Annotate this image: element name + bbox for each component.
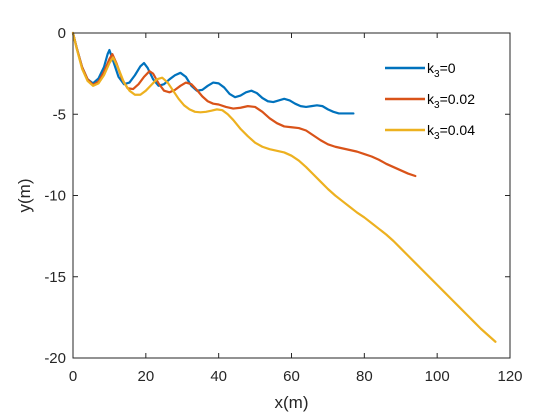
y-tick-label: 0	[58, 25, 66, 42]
x-tick-label: 100	[425, 368, 450, 385]
series-line-1	[71, 31, 355, 115]
legend-label-3: k3=0.04	[427, 122, 475, 142]
legend-label-1: k3=0	[427, 60, 456, 80]
legend: k3=0 k3=0.02 k3=0.04	[385, 60, 475, 142]
axes-layer: 0 20 40 60 80 100 120 0 -5 -10 -15 -20	[44, 25, 522, 385]
y-tick-label: -15	[44, 269, 66, 286]
x-tick-label: 40	[210, 368, 227, 385]
x-tick-label: 20	[137, 368, 154, 385]
y-tick-label: -10	[44, 188, 66, 205]
x-axis-label: x(m)	[275, 393, 309, 412]
x-tick-label: 80	[356, 368, 373, 385]
series-layer	[71, 31, 497, 343]
y-tick-label: -20	[44, 350, 66, 367]
y-axis-label: y(m)	[15, 179, 34, 213]
legend-label-2: k3=0.02	[427, 91, 475, 111]
x-tick-label: 120	[497, 368, 522, 385]
x-tick-label: 60	[283, 368, 300, 385]
x-tick-label: 0	[69, 368, 77, 385]
plot-area	[73, 33, 510, 358]
y-tick-label: -5	[53, 106, 66, 123]
series-line-3	[71, 31, 497, 343]
